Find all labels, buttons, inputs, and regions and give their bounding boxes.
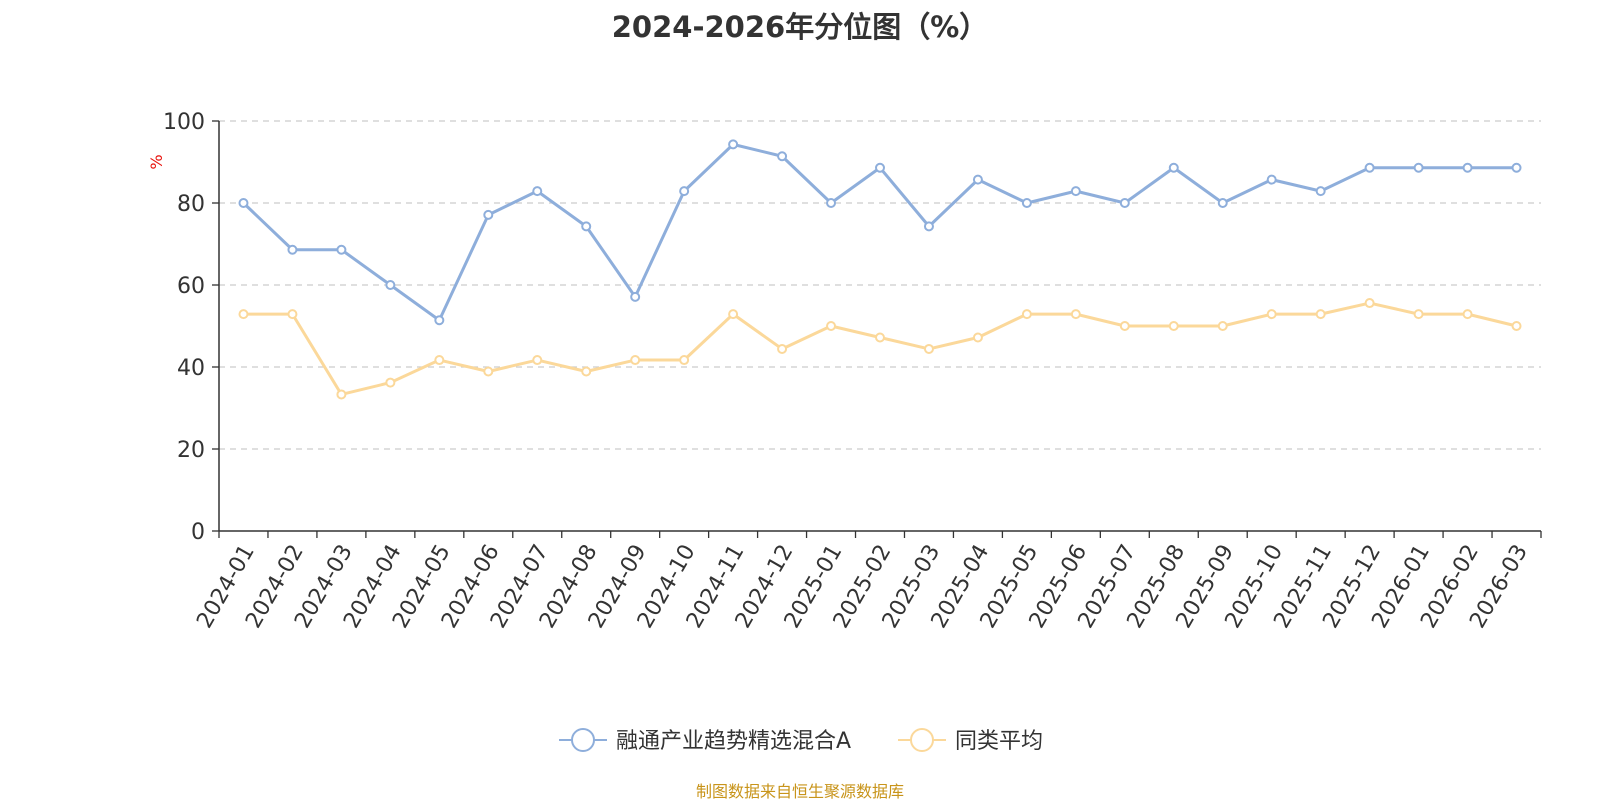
y-tick-label: 0 <box>191 520 205 545</box>
data-point <box>1168 162 1179 173</box>
y-tick-label: 80 <box>177 192 205 217</box>
data-point <box>385 280 396 290</box>
data-point <box>923 221 934 232</box>
data-point <box>336 244 347 255</box>
data-point <box>972 174 983 185</box>
data-point <box>826 321 837 331</box>
data-point <box>336 389 347 400</box>
data-point <box>385 377 396 388</box>
data-point <box>630 291 641 302</box>
data-point <box>1511 321 1522 331</box>
source-note: 制图数据来自恒生聚源数据库 <box>695 782 904 801</box>
data-point <box>875 162 885 173</box>
data-point <box>1070 309 1081 320</box>
data-point <box>1511 162 1522 173</box>
series-2 <box>238 298 1522 400</box>
data-point <box>287 244 298 255</box>
data-point <box>581 366 592 377</box>
data-point <box>1462 162 1473 173</box>
data-point <box>1217 198 1228 208</box>
data-point <box>1217 321 1228 331</box>
data-point <box>728 309 739 320</box>
chart-title: 2024-2026年分位图（%） <box>611 10 989 44</box>
data-point <box>1462 309 1473 320</box>
data-point <box>1119 198 1130 208</box>
data-point <box>777 343 788 354</box>
data-point <box>1266 174 1277 185</box>
legend-item-2[interactable]: 同类平均 <box>898 728 1043 754</box>
data-point <box>1021 198 1032 208</box>
legend[interactable]: 融通产业趋势精选混合A 同类平均 <box>559 728 1043 754</box>
y-tick-label: 40 <box>177 356 205 381</box>
data-point <box>483 366 494 377</box>
y-tick-label: 60 <box>177 274 205 299</box>
data-point <box>1413 162 1424 173</box>
data-point <box>1413 309 1424 320</box>
data-point <box>1315 309 1326 320</box>
data-point <box>287 309 298 320</box>
y-tick-label: 20 <box>177 438 205 463</box>
data-point <box>1070 186 1081 197</box>
data-point <box>238 309 249 320</box>
y-axis-label: % <box>147 154 166 169</box>
series-lines <box>238 139 1522 400</box>
legend-item-1[interactable]: 融通产业趋势精选混合A <box>559 728 851 754</box>
legend-marker <box>910 728 934 752</box>
legend-label: 同类平均 <box>955 729 1043 754</box>
data-point <box>1364 162 1375 173</box>
data-point <box>1364 298 1375 309</box>
data-point <box>630 355 641 366</box>
data-point <box>777 151 788 162</box>
data-point <box>728 139 739 150</box>
legend-marker <box>571 728 595 752</box>
axes: 020406080100%2024-012024-022024-032024-0… <box>147 110 1542 633</box>
data-point <box>581 221 592 232</box>
series-1 <box>238 139 1522 326</box>
data-point <box>1315 186 1326 197</box>
data-point <box>483 209 494 220</box>
data-point <box>923 343 934 354</box>
data-point <box>875 332 885 343</box>
data-point <box>1021 309 1032 320</box>
data-point <box>532 355 543 366</box>
data-point <box>434 315 445 326</box>
grid-lines <box>219 120 1541 450</box>
data-point <box>826 198 837 208</box>
data-point <box>679 186 690 197</box>
data-point <box>434 355 445 366</box>
data-point <box>238 198 249 208</box>
data-point <box>972 332 983 343</box>
data-point <box>1119 321 1130 331</box>
y-tick-label: 100 <box>163 110 205 135</box>
data-point <box>532 186 543 197</box>
data-point <box>679 355 690 366</box>
data-point <box>1168 321 1179 331</box>
data-point <box>1266 309 1277 320</box>
legend-label: 融通产业趋势精选混合A <box>616 729 851 754</box>
